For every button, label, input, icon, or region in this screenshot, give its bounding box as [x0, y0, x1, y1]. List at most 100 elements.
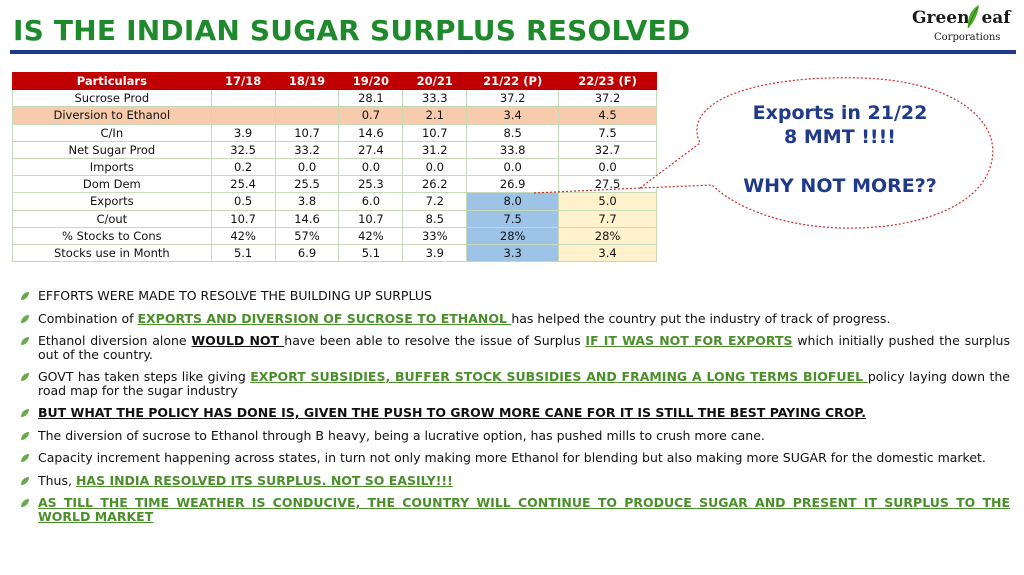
- list-item: Ethanol diversion alone WOULD NOT have b…: [20, 334, 1010, 361]
- page-title: IS THE INDIAN SUGAR SURPLUS RESOLVED: [13, 14, 691, 47]
- leaf-bullet-icon: [21, 409, 29, 417]
- table-header: Particulars: [12, 71, 212, 91]
- table-cell: 57%: [274, 226, 340, 245]
- table-cell: 0.0: [558, 157, 657, 177]
- table-cell: Diversion to Ethanol: [12, 106, 212, 125]
- table-cell: 10.7: [402, 123, 468, 142]
- callout-question: WHY NOT MORE??: [743, 175, 937, 197]
- table-cell: 0.0: [274, 157, 340, 177]
- table-cell: 3.9: [402, 243, 468, 263]
- table-header: 19/20: [338, 71, 404, 91]
- bullet-list: EFFORTS WERE MADE TO RESOLVE THE BUILDIN…: [20, 289, 1010, 532]
- leaf-icon: [967, 5, 979, 29]
- table-row: C/out 10.7 14.6 10.7 8.5 7.5 7.7: [12, 209, 657, 228]
- table-cell: 25.3: [338, 175, 404, 194]
- table-cell: 32.5: [210, 140, 276, 159]
- table-cell: C/out: [12, 209, 212, 228]
- list-item: Thus, HAS INDIA RESOLVED ITS SURPLUS. NO…: [20, 473, 1010, 488]
- table-cell: 5.0: [558, 192, 657, 211]
- table-cell: 32.7: [558, 140, 657, 159]
- callout-line: 8 MMT !!!!: [784, 126, 896, 148]
- leaf-bullet-icon: [21, 292, 29, 300]
- table-cell: 3.4: [558, 243, 657, 263]
- table-cell: 4.5: [558, 106, 657, 125]
- table-cell: 31.2: [402, 140, 468, 159]
- table-cell: 14.6: [338, 123, 404, 142]
- table-cell: 0.7: [338, 106, 404, 125]
- table-header: 22/23 (F): [558, 71, 657, 91]
- table-cell: 33.3: [402, 89, 468, 108]
- table-cell: 3.3: [466, 243, 560, 263]
- table-header-row: Particulars 17/18 18/19 19/20 20/21 21/2…: [12, 71, 657, 91]
- table-cell: 3.8: [274, 192, 340, 211]
- table-cell: [210, 89, 276, 108]
- table-cell: [274, 106, 340, 125]
- logo-wordmark: Green eaf: [912, 8, 1011, 28]
- table-cell: 14.6: [274, 209, 340, 228]
- table-cell: 28.1: [338, 89, 404, 108]
- table-cell: 10.7: [210, 209, 276, 228]
- table-cell: 7.2: [402, 192, 468, 211]
- table-cell: 25.4: [210, 175, 276, 194]
- table-cell: 8.5: [466, 123, 560, 142]
- table-cell: 0.2: [210, 157, 276, 177]
- leaf-bullet-icon: [21, 499, 29, 507]
- table-cell: 27.5: [558, 175, 657, 194]
- table-cell: [274, 89, 340, 108]
- table-cell: 8.0: [466, 192, 560, 211]
- callout-text: Exports in 21/22 8 MMT !!!! WHY NOT MORE…: [735, 101, 945, 198]
- table-cell: 5.1: [338, 243, 404, 263]
- table-cell: 33.2: [274, 140, 340, 159]
- table-cell: 28%: [558, 226, 657, 245]
- table-row: Sucrose Prod 28.1 33.3 37.2 37.2: [12, 89, 657, 108]
- table-cell: Imports: [12, 157, 212, 177]
- sugar-balance-table: Particulars 17/18 18/19 19/20 20/21 21/2…: [12, 71, 657, 263]
- table-header: 17/18: [210, 71, 276, 91]
- list-item: AS TILL THE TIME WEATHER IS CONDUCIVE, T…: [20, 496, 1010, 523]
- table-cell: Sucrose Prod: [12, 89, 212, 108]
- table-row: Imports 0.2 0.0 0.0 0.0 0.0 0.0: [12, 157, 657, 177]
- table-row: Exports 0.5 3.8 6.0 7.2 8.0 5.0: [12, 192, 657, 211]
- table-cell: 27.4: [338, 140, 404, 159]
- table-row: % Stocks to Cons 42% 57% 42% 33% 28% 28%: [12, 226, 657, 245]
- list-item: Capacity increment happening across stat…: [20, 451, 1010, 465]
- leaf-bullet-icon: [21, 373, 29, 381]
- table-cell: 0.0: [466, 157, 560, 177]
- table-cell: 2.1: [402, 106, 468, 125]
- table-cell: 10.7: [274, 123, 340, 142]
- table-cell: 7.5: [466, 209, 560, 228]
- table-cell: 7.5: [558, 123, 657, 142]
- table-cell: 6.9: [274, 243, 340, 263]
- table-header: 20/21: [402, 71, 468, 91]
- table-cell: 28%: [466, 226, 560, 245]
- table-cell: 37.2: [558, 89, 657, 108]
- table-cell: 26.2: [402, 175, 468, 194]
- table-cell: 10.7: [338, 209, 404, 228]
- table-row: Diversion to Ethanol 0.7 2.1 3.4 4.5: [12, 106, 657, 125]
- callout-line: Exports in 21/22: [752, 102, 928, 124]
- table-cell: 0.5: [210, 192, 276, 211]
- table-row: Net Sugar Prod 32.5 33.2 27.4 31.2 33.8 …: [12, 140, 657, 159]
- table-cell: 37.2: [466, 89, 560, 108]
- list-item: The diversion of sucrose to Ethanol thro…: [20, 428, 1010, 443]
- table-header: 18/19: [274, 71, 340, 91]
- table-cell: Dom Dem: [12, 175, 212, 194]
- logo-subtitle: Corporations: [934, 32, 1001, 43]
- table-cell: % Stocks to Cons: [12, 226, 212, 245]
- leaf-bullet-icon: [21, 431, 29, 440]
- table-cell: 42%: [210, 226, 276, 245]
- title-divider: [10, 50, 1016, 54]
- table-cell: 42%: [338, 226, 404, 245]
- table-cell: 33.8: [466, 140, 560, 159]
- leaf-bullet-icon: [21, 476, 29, 485]
- table-cell: [210, 106, 276, 125]
- table-cell: 25.5: [274, 175, 340, 194]
- table-cell: 3.4: [466, 106, 560, 125]
- leaf-bullet-icon: [21, 337, 29, 345]
- table-cell: Exports: [12, 192, 212, 211]
- table-cell: 7.7: [558, 209, 657, 228]
- table-cell: 26.9: [466, 175, 560, 194]
- logo: Green eaf Corporations: [912, 5, 1020, 48]
- table-cell: 33%: [402, 226, 468, 245]
- table-cell: Stocks use in Month: [12, 243, 212, 263]
